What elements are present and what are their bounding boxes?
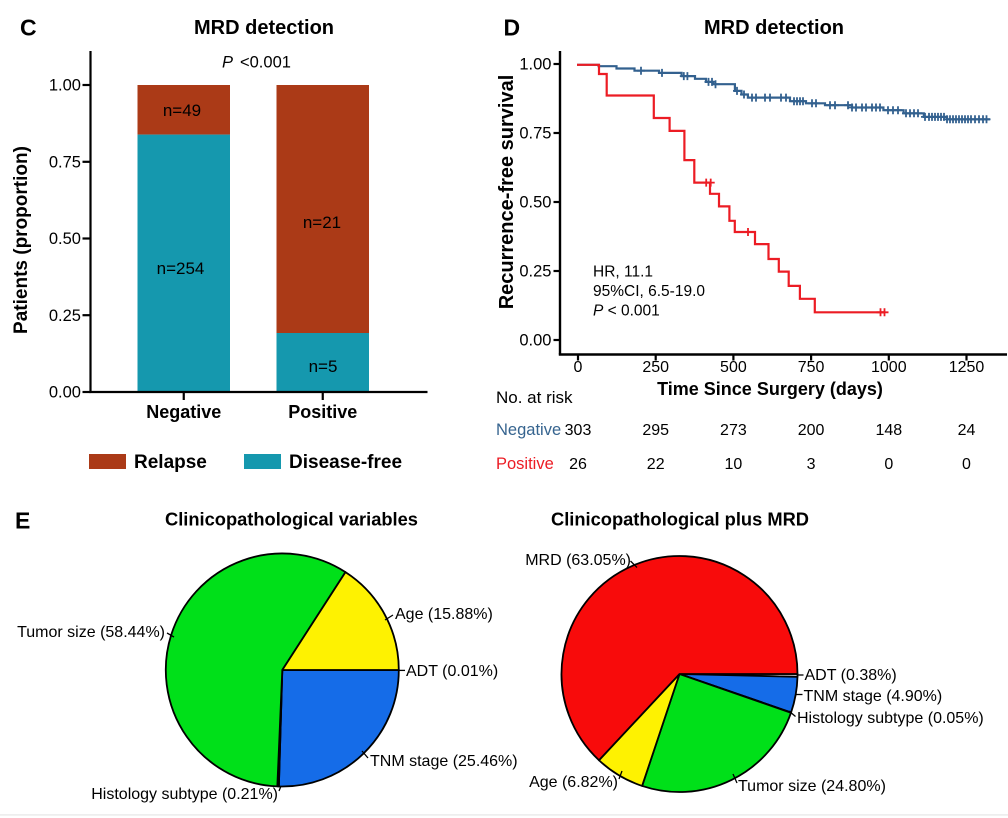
svg-text:ADT (0.01%): ADT (0.01%)	[406, 663, 498, 680]
svg-text:Disease-free: Disease-free	[289, 452, 402, 473]
svg-text:0.50: 0.50	[49, 230, 81, 248]
svg-text:MRD detection: MRD detection	[704, 17, 844, 39]
svg-text:0.25: 0.25	[49, 307, 81, 325]
svg-text:P < 0.001: P < 0.001	[593, 303, 660, 320]
svg-text:TNM stage (4.90%): TNM stage (4.90%)	[804, 688, 943, 705]
svg-text:0: 0	[884, 456, 893, 473]
svg-text:Patients (proportion): Patients (proportion)	[11, 146, 32, 334]
svg-text:Positive: Positive	[496, 455, 554, 473]
svg-text:MRD (63.05%): MRD (63.05%)	[525, 552, 631, 569]
svg-text:295: 295	[642, 422, 669, 439]
svg-text:0.00: 0.00	[49, 384, 81, 402]
svg-text:250: 250	[642, 359, 669, 376]
svg-text:n=5: n=5	[309, 357, 338, 376]
svg-text:n=21: n=21	[303, 213, 341, 232]
svg-text:0.25: 0.25	[519, 263, 551, 281]
svg-text:C: C	[20, 15, 37, 41]
svg-text:Relapse: Relapse	[134, 452, 207, 473]
svg-text:26: 26	[569, 456, 587, 473]
svg-text:1.00: 1.00	[49, 77, 81, 95]
svg-text:0: 0	[574, 359, 583, 376]
svg-text:Age (15.88%): Age (15.88%)	[395, 606, 493, 623]
svg-text:Recurrence-free survival: Recurrence-free survival	[496, 75, 518, 310]
svg-text:Histology subtype (0.21%): Histology subtype (0.21%)	[91, 786, 278, 803]
svg-text:TNM stage (25.46%): TNM stage (25.46%)	[370, 753, 518, 770]
svg-text:3: 3	[807, 456, 816, 473]
svg-text:273: 273	[720, 422, 747, 439]
svg-text:500: 500	[720, 359, 747, 376]
svg-text:Tumor size (24.80%): Tumor size (24.80%)	[738, 778, 886, 795]
svg-text:E: E	[15, 508, 30, 534]
svg-text:Age (6.82%): Age (6.82%)	[529, 774, 618, 791]
svg-text:Positive: Positive	[288, 402, 357, 422]
svg-text:n=254: n=254	[157, 259, 205, 278]
svg-text:<0.001: <0.001	[240, 54, 291, 72]
svg-text:95%CI, 6.5-19.0: 95%CI, 6.5-19.0	[593, 283, 705, 300]
svg-text:303: 303	[565, 422, 592, 439]
svg-text:10: 10	[725, 456, 743, 473]
svg-text:148: 148	[875, 422, 902, 439]
svg-text:n=49: n=49	[163, 101, 201, 120]
svg-text:0: 0	[962, 456, 971, 473]
svg-text:1.00: 1.00	[519, 56, 551, 74]
svg-text:Tumor size (58.44%): Tumor size (58.44%)	[17, 624, 165, 641]
svg-text:P: P	[222, 54, 233, 72]
svg-text:750: 750	[798, 359, 825, 376]
svg-text:24: 24	[958, 422, 976, 439]
svg-text:Clinicopathological plus MRD: Clinicopathological plus MRD	[551, 509, 809, 530]
svg-text:No. at risk: No. at risk	[496, 388, 573, 407]
svg-text:Clinicopathological variables: Clinicopathological variables	[165, 509, 418, 530]
svg-text:1000: 1000	[871, 359, 907, 376]
svg-text:22: 22	[647, 456, 665, 473]
svg-text:200: 200	[798, 422, 825, 439]
svg-text:ADT (0.38%): ADT (0.38%)	[805, 667, 897, 684]
svg-text:0.75: 0.75	[519, 125, 551, 143]
svg-text:0.50: 0.50	[519, 194, 551, 212]
svg-text:Histology subtype (0.05%): Histology subtype (0.05%)	[797, 710, 984, 727]
svg-text:HR, 11.1: HR, 11.1	[593, 264, 653, 281]
svg-text:Negative: Negative	[496, 421, 561, 439]
svg-text:D: D	[504, 15, 521, 41]
svg-text:MRD detection: MRD detection	[194, 17, 334, 39]
svg-text:Negative: Negative	[146, 402, 221, 422]
svg-text:1250: 1250	[949, 359, 985, 376]
svg-text:0.00: 0.00	[519, 332, 551, 350]
svg-text:0.75: 0.75	[49, 153, 81, 171]
svg-text:Time Since Surgery (days): Time Since Surgery (days)	[657, 379, 883, 399]
